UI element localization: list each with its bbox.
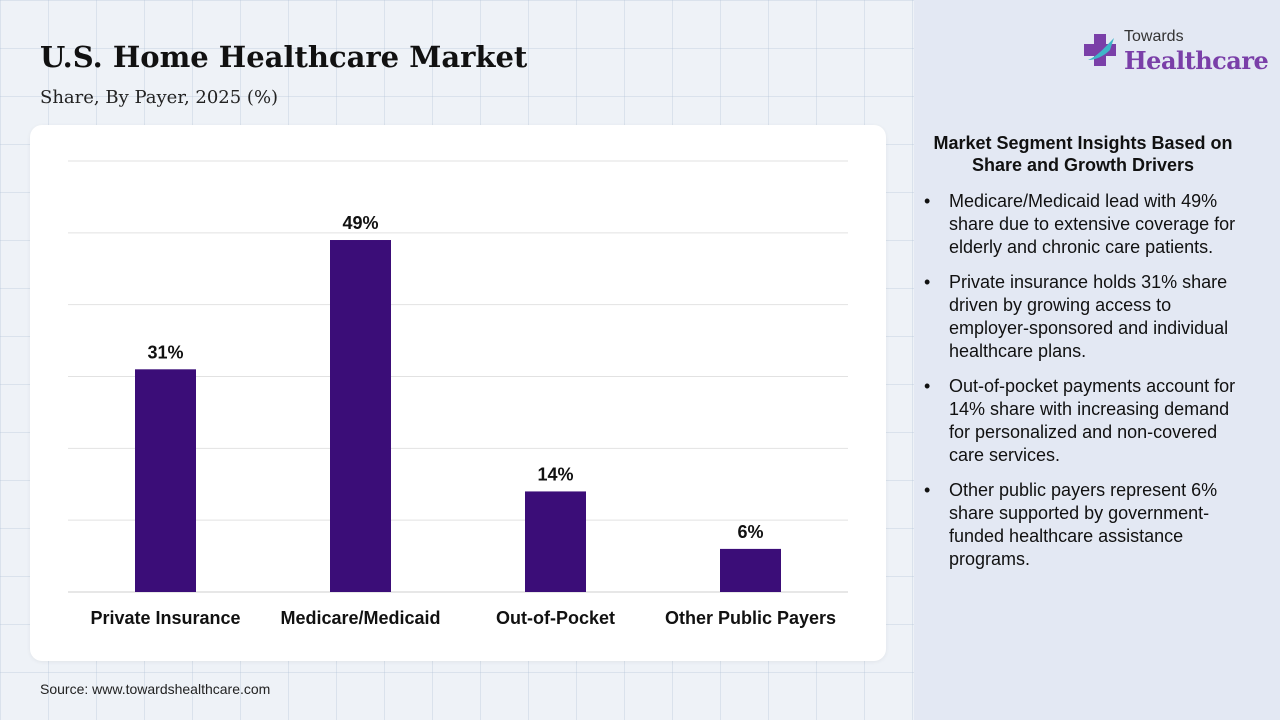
- insight-text: Other public payers represent 6% share s…: [949, 480, 1218, 569]
- insights-list: • Medicare/Medicaid lead with 49% share d…: [922, 190, 1240, 583]
- x-tick-label: Out-of-Pocket: [496, 608, 615, 628]
- insight-item: • Out-of-pocket payments account for 14% …: [922, 375, 1240, 467]
- insights-heading: Market Segment Insights Based on Share a…: [933, 133, 1233, 175]
- logo-text-healthcare: Healthcare: [1124, 46, 1269, 75]
- bullet-icon: •: [924, 272, 931, 292]
- brand-logo: Towards Healthcare: [1080, 28, 1269, 78]
- data-label: 14%: [537, 464, 573, 484]
- bullet-icon: •: [924, 376, 931, 396]
- cross-logo-icon: [1084, 34, 1116, 66]
- bar: [330, 240, 391, 592]
- insight-item: • Other public payers represent 6% share …: [922, 479, 1240, 571]
- bar-chart: 31% Private Insurance 49% Medicare/Medicaid…: [68, 160, 848, 628]
- chart-subtitle: Share, By Payer, 2025 (%): [40, 87, 279, 108]
- bullet-icon: •: [924, 480, 931, 500]
- x-tick-label: Other Public Payers: [665, 608, 836, 628]
- x-tick-label: Private Insurance: [90, 608, 240, 628]
- data-label: 31%: [147, 342, 183, 362]
- x-tick-label: Medicare/Medicaid: [280, 608, 440, 628]
- insight-text: Medicare/Medicaid lead with 49% share du…: [949, 191, 1236, 257]
- insight-item: • Medicare/Medicaid lead with 49% share d…: [922, 190, 1240, 259]
- logo-text-towards: Towards: [1124, 28, 1184, 45]
- data-label: 49%: [342, 213, 378, 233]
- bar: [525, 491, 586, 592]
- chart-card: 31% Private Insurance 49% Medicare/Medicaid…: [30, 125, 886, 661]
- insights-panel: [914, 0, 1280, 720]
- source-note: Source: www.towardshealthcare.com: [40, 681, 271, 697]
- insight-item: • Private insurance holds 31% share drive…: [922, 271, 1240, 363]
- bar: [135, 369, 196, 592]
- insight-text: Private insurance holds 31% share driven…: [949, 272, 1229, 361]
- chart-title: U.S. Home Healthcare Market: [40, 40, 528, 74]
- data-label: 6%: [737, 522, 763, 542]
- insight-text: Out-of-pocket payments account for 14% s…: [949, 376, 1236, 465]
- bullet-icon: •: [924, 191, 931, 211]
- bar: [720, 548, 781, 592]
